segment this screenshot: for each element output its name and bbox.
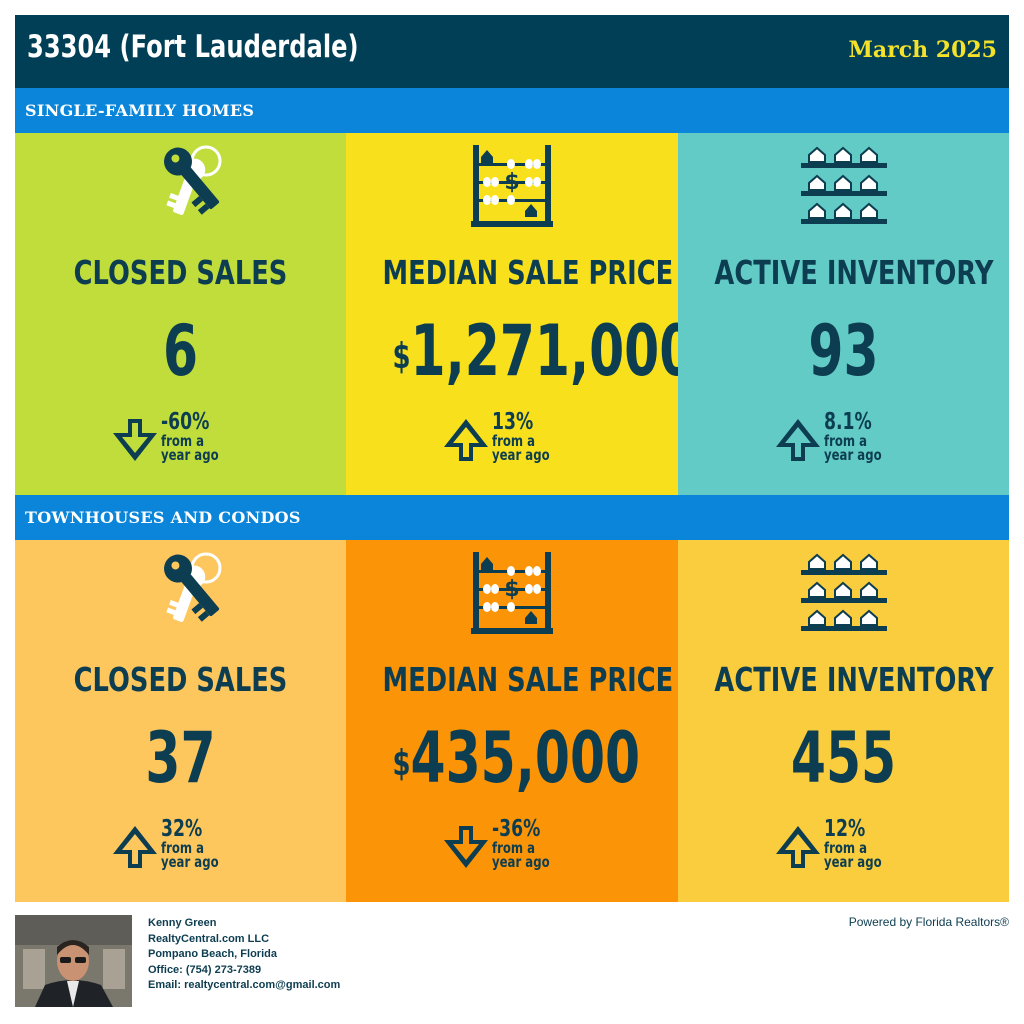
agent-name: Kenny Green xyxy=(148,917,217,929)
agent-contact: Kenny Green RealtyCentral.com LLC Pompan… xyxy=(148,916,340,994)
metric-label: MEDIAN SALE PRICE xyxy=(382,660,674,699)
arrow-up-icon xyxy=(775,419,820,461)
change-caption: from a year ago xyxy=(492,839,550,871)
change-caption-line2: year ago xyxy=(160,853,219,871)
change-caption-line2: year ago xyxy=(492,446,550,464)
change-caption-line2: year ago xyxy=(823,853,882,871)
change-caption-line1: from a xyxy=(823,839,867,857)
change-percent: -36% xyxy=(492,816,541,842)
currency-symbol: $ xyxy=(392,743,411,784)
metric-value: $1,271,000 xyxy=(392,311,694,391)
change-percent: 32% xyxy=(160,816,202,842)
change-indicator: -36% from a year ago xyxy=(432,816,592,876)
change-indicator: 8.1% from a year ago xyxy=(764,409,924,469)
panel-closed-sales: CLOSED SALES 6 -60% from a year ago xyxy=(15,133,346,495)
change-caption: from a year ago xyxy=(160,839,219,871)
svg-text:$: $ xyxy=(504,577,519,602)
report-header: 33304 (Fort Lauderdale) March 2025 xyxy=(15,15,1009,88)
market-report: 33304 (Fort Lauderdale) March 2025 SINGL… xyxy=(15,15,1009,902)
agent-email: Email: realtycentral.com@gmail.com xyxy=(148,979,341,991)
agent-company: RealtyCentral.com LLC xyxy=(148,932,270,945)
metric-number: 93 xyxy=(808,310,879,392)
change-caption-line2: year ago xyxy=(160,446,219,464)
keys-icon xyxy=(163,552,221,622)
section-bar-townhouses-condos: TOWNHOUSES AND CONDOS xyxy=(15,495,1009,540)
change-caption-line1: from a xyxy=(823,432,867,450)
metric-value: 455 xyxy=(724,718,962,798)
section-row-townhouses-condos: CLOSED SALES 37 32% from a year ago xyxy=(15,540,1009,902)
change-caption: from a year ago xyxy=(823,432,882,464)
panel-median-sale-price: $ MEDIAN SALE PRICE $435,000 -36% from a… xyxy=(346,540,678,902)
section-title: TOWNHOUSES AND CONDOS xyxy=(25,508,301,527)
change-percent: 13% xyxy=(492,409,534,435)
metric-value: 37 xyxy=(61,718,299,798)
panel-active-inventory: ACTIVE INVENTORY 93 8.1% from a year ago xyxy=(678,133,1009,495)
panel-active-inventory: ACTIVE INVENTORY 455 12% from a year ago xyxy=(678,540,1009,902)
agent-photo xyxy=(15,915,132,1007)
change-caption-line2: year ago xyxy=(823,446,882,464)
metric-value: $435,000 xyxy=(392,718,640,798)
arrow-up-icon xyxy=(775,826,820,868)
section-row-single-family: CLOSED SALES 6 -60% from a year ago xyxy=(15,133,1009,495)
abacus-icon: $ xyxy=(471,552,553,634)
panel-closed-sales: CLOSED SALES 37 32% from a year ago xyxy=(15,540,346,902)
metric-label: MEDIAN SALE PRICE xyxy=(382,253,674,292)
report-title: 33304 (Fort Lauderdale) xyxy=(27,29,359,65)
agent-location: Pompano Beach, Florida xyxy=(148,948,277,960)
metric-number: 6 xyxy=(162,310,199,392)
metric-label: CLOSED SALES xyxy=(73,253,288,292)
change-indicator: -60% from a year ago xyxy=(101,409,261,469)
section-bar-single-family: SINGLE-FAMILY HOMES xyxy=(15,88,1009,133)
agent-footer: Kenny Green RealtyCentral.com LLC Pompan… xyxy=(15,915,1009,1015)
metric-label: CLOSED SALES xyxy=(73,660,288,699)
change-indicator: 13% from a year ago xyxy=(432,409,592,469)
change-indicator: 12% from a year ago xyxy=(764,816,924,876)
change-caption-line2: year ago xyxy=(492,853,550,871)
change-caption: from a year ago xyxy=(160,432,219,464)
metric-number: 435,000 xyxy=(410,717,641,799)
change-caption-line1: from a xyxy=(160,839,204,857)
arrow-down-icon xyxy=(444,826,488,868)
change-percent: 12% xyxy=(823,816,865,842)
metric-value: 6 xyxy=(61,311,299,391)
metric-number: 1,271,000 xyxy=(410,310,695,392)
change-percent: -60% xyxy=(160,409,209,435)
metric-value: 93 xyxy=(724,311,962,391)
arrow-up-icon xyxy=(112,826,157,868)
houses-icon xyxy=(800,553,887,631)
metric-label: ACTIVE INVENTORY xyxy=(714,660,994,699)
change-indicator: 32% from a year ago xyxy=(101,816,261,876)
agent-photo-image xyxy=(15,915,132,1007)
panel-median-sale-price: $ MEDIAN SALE PRICE $1,271,000 13% from … xyxy=(346,133,694,495)
agent-office-phone: Office: (754) 273-7389 xyxy=(148,963,262,976)
metric-number: 37 xyxy=(145,717,216,799)
arrow-up-icon xyxy=(444,419,488,461)
metric-label: ACTIVE INVENTORY xyxy=(714,253,994,292)
change-caption: from a year ago xyxy=(492,432,550,464)
metric-number: 455 xyxy=(790,717,897,799)
abacus-icon: $ xyxy=(471,145,553,227)
arrow-down-icon xyxy=(112,419,157,461)
keys-icon xyxy=(163,145,221,215)
change-percent: 8.1% xyxy=(823,409,872,435)
section-title: SINGLE-FAMILY HOMES xyxy=(25,101,255,120)
change-caption: from a year ago xyxy=(823,839,882,871)
svg-text:$: $ xyxy=(504,170,519,195)
report-date: March 2025 xyxy=(848,37,997,63)
houses-icon xyxy=(800,146,887,224)
currency-symbol: $ xyxy=(392,336,411,377)
change-caption-line1: from a xyxy=(160,432,204,450)
change-caption-line1: from a xyxy=(492,432,536,450)
change-caption-line1: from a xyxy=(492,839,536,857)
powered-by: Powered by Florida Realtors® xyxy=(848,915,1009,929)
